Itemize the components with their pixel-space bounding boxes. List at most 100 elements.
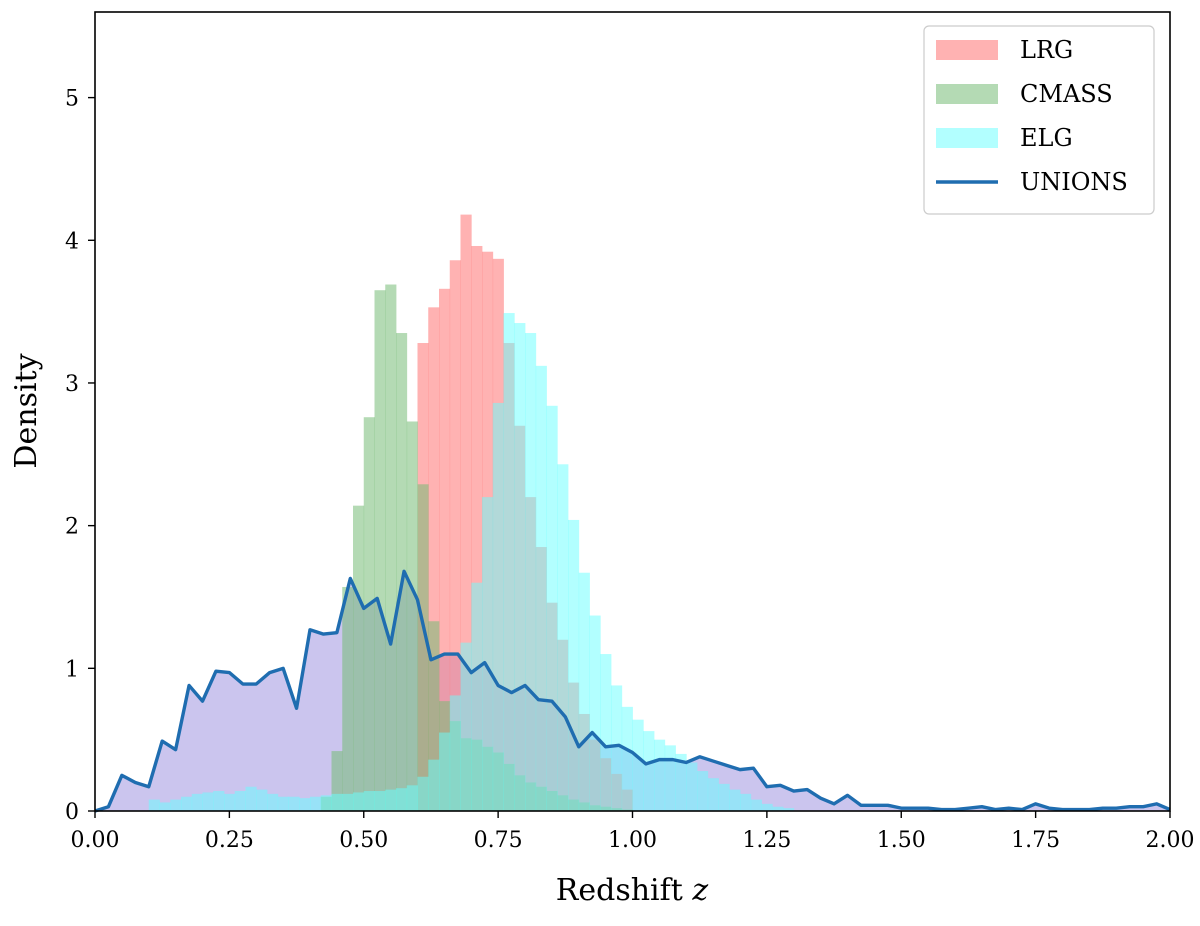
- elg-bar: [783, 808, 795, 811]
- y-tick-label: 2: [65, 515, 79, 540]
- y-tick-label: 1: [65, 657, 79, 682]
- lrg-bar: [439, 288, 451, 812]
- x-axis-title: Redshift z: [556, 873, 709, 908]
- elg-bar: [707, 778, 719, 811]
- x-tick-label: 1.25: [742, 828, 791, 853]
- elg-bar: [299, 798, 311, 811]
- x-tick-label: 1.75: [1011, 828, 1060, 853]
- elg-bar: [385, 789, 397, 811]
- elg-bar: [643, 731, 655, 811]
- elg-bar: [181, 796, 193, 811]
- lrg-bar: [471, 245, 483, 811]
- elg-bar: [288, 796, 300, 811]
- cmass-bar: [331, 751, 343, 811]
- elg-bar: [664, 745, 676, 811]
- cmass-bar: [396, 333, 408, 811]
- elg-bar: [621, 706, 633, 811]
- elg-bar: [772, 806, 784, 811]
- elg-bar: [224, 793, 236, 811]
- legend-box: [923, 25, 1155, 215]
- elg-bar: [396, 788, 408, 811]
- lrg-legend-swatch: [936, 40, 998, 60]
- elg-bar: [277, 796, 289, 811]
- elg-bar: [750, 799, 762, 811]
- lrg-bar: [428, 307, 440, 811]
- elg-bar: [482, 497, 494, 811]
- elg-bar: [267, 793, 279, 811]
- x-tick-label: 0.75: [474, 828, 523, 853]
- elg-bar: [363, 791, 375, 811]
- elg-bar: [310, 796, 322, 811]
- y-axis-ticks: 0 1 2 3 4 5: [65, 87, 95, 825]
- elg-bar: [697, 771, 709, 811]
- elg-bar: [546, 405, 558, 811]
- elg-bar: [191, 793, 203, 811]
- elg-bar: [417, 776, 429, 811]
- series-fills: [95, 214, 1170, 812]
- elg-bar: [686, 762, 698, 811]
- elg-bar: [439, 732, 451, 811]
- elg-bar: [535, 365, 547, 811]
- cmass-bar: [417, 484, 429, 811]
- y-tick-label: 0: [65, 800, 79, 825]
- y-axis-title: Density: [9, 353, 44, 468]
- elg-bar: [374, 791, 386, 811]
- legend-items: LRG CMASS ELG UNIONS: [936, 36, 1128, 196]
- cmass-bar: [428, 621, 440, 811]
- y-tick-label: 5: [65, 87, 79, 112]
- elg-bar: [503, 313, 515, 811]
- legend: LRG CMASS ELG UNIONS: [923, 25, 1155, 215]
- elg-bar: [148, 799, 160, 811]
- elg-bar: [471, 582, 483, 811]
- x-axis-ticks: 0.00 0.25 0.50 0.75 1.00 1.25 1.50 1.75 2.00: [71, 811, 1195, 853]
- elg-histogram: [148, 313, 795, 811]
- elg-bar: [675, 753, 687, 811]
- x-axis-title-variable: z: [691, 873, 708, 908]
- elg-bar: [245, 786, 257, 811]
- unions-line: [94, 569, 1171, 813]
- x-tick-label: 0.25: [205, 828, 254, 853]
- elg-bar: [578, 572, 590, 811]
- elg-bar: [632, 719, 644, 811]
- elg-bar: [342, 793, 354, 811]
- elg-bar: [611, 685, 623, 811]
- elg-bar: [525, 333, 537, 811]
- elg-bar: [202, 792, 214, 811]
- elg-bar: [320, 795, 332, 811]
- y-tick-label: 4: [65, 229, 79, 254]
- elg-bar: [600, 654, 612, 811]
- elg-bar: [740, 793, 752, 811]
- elg-bar: [654, 739, 666, 811]
- x-tick-label: 0.50: [339, 828, 388, 853]
- cmass-bar: [342, 586, 354, 811]
- elg-bar: [589, 615, 601, 811]
- x-tick-label: 0.00: [71, 828, 120, 853]
- cmass-bar: [374, 290, 386, 811]
- cmass-legend-label: CMASS: [1020, 80, 1113, 108]
- y-tick-label: 3: [65, 372, 79, 397]
- elg-bar: [159, 802, 171, 811]
- elg-bar: [170, 799, 182, 811]
- unions-legend-label: UNIONS: [1020, 168, 1128, 196]
- lrg-legend-label: LRG: [1020, 36, 1073, 64]
- elg-bar: [213, 791, 225, 811]
- x-tick-label: 2.00: [1146, 828, 1195, 853]
- elg-bar: [718, 783, 730, 811]
- elg-bar: [460, 642, 472, 811]
- elg-bar: [761, 803, 773, 811]
- elg-bar: [353, 792, 365, 811]
- cmass-bar: [363, 417, 375, 811]
- lrg-bar: [460, 214, 472, 811]
- elg-bar: [256, 789, 268, 811]
- elg-bar: [568, 519, 580, 811]
- elg-bar: [492, 402, 504, 811]
- cmass-bar: [406, 421, 418, 811]
- cmass-bar: [353, 505, 365, 811]
- elg-legend-swatch: [936, 128, 998, 148]
- elg-bar: [729, 789, 741, 811]
- cmass-legend-swatch: [936, 84, 998, 104]
- elg-legend-label: ELG: [1020, 124, 1073, 152]
- x-tick-label: 1.50: [877, 828, 926, 853]
- elg-bar: [449, 695, 461, 811]
